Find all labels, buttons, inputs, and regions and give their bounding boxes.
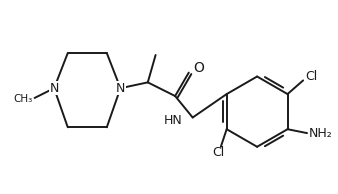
Text: CH₃: CH₃: [14, 94, 33, 104]
Text: HN: HN: [164, 114, 183, 127]
Text: O: O: [194, 61, 204, 75]
Text: Cl: Cl: [213, 146, 225, 159]
Text: Cl: Cl: [305, 70, 317, 83]
Text: NH₂: NH₂: [309, 127, 333, 140]
Text: N: N: [116, 82, 125, 95]
Text: N: N: [49, 82, 59, 95]
